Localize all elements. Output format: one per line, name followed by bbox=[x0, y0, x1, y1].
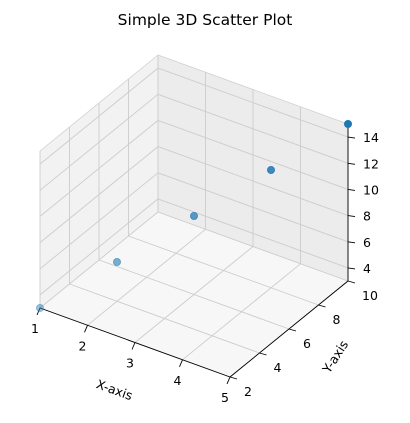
data-point bbox=[343, 120, 352, 129]
x-tick-label: 5 bbox=[221, 390, 229, 405]
x-tick-mark bbox=[84, 325, 88, 333]
z-tick-mark bbox=[347, 267, 356, 270]
gridline-z-left bbox=[39, 198, 159, 296]
chart-title: Simple 3D Scatter Plot bbox=[118, 11, 293, 29]
x-tick-mark bbox=[131, 342, 136, 350]
gridline-z-left bbox=[39, 146, 159, 243]
gridline-z-back bbox=[157, 93, 349, 164]
z-tick-mark bbox=[347, 241, 356, 244]
x-axis-label: X-axis bbox=[94, 376, 134, 403]
z-tick-mark bbox=[347, 136, 356, 139]
gridline-z-back bbox=[157, 67, 349, 138]
y-tick-mark bbox=[318, 304, 326, 308]
pane-edge bbox=[157, 54, 349, 125]
pane-edge bbox=[39, 54, 159, 152]
x-tick-label: 1 bbox=[31, 321, 39, 336]
data-point bbox=[113, 257, 122, 266]
gridline-y-floor bbox=[69, 283, 260, 354]
x-tick-mark bbox=[36, 307, 41, 316]
z-tick-label: 10 bbox=[363, 182, 379, 197]
y-tick-label: 4 bbox=[274, 360, 282, 375]
gridline-z-left bbox=[39, 67, 159, 165]
y-tick-label: 6 bbox=[303, 336, 311, 351]
x-tick-label: 2 bbox=[79, 338, 87, 353]
y-tick-mark bbox=[288, 328, 297, 332]
z-tick-mark bbox=[347, 162, 356, 165]
data-point bbox=[189, 211, 198, 220]
z-tick-label: 8 bbox=[363, 209, 371, 224]
gridline-z-left bbox=[39, 172, 159, 270]
gridline-y-floor bbox=[128, 235, 319, 306]
gridline-z-back bbox=[157, 146, 349, 217]
z-tick-mark bbox=[347, 188, 356, 191]
x-tick-label: 4 bbox=[174, 373, 182, 388]
y-tick-label: 10 bbox=[362, 288, 378, 303]
z-tick-mark bbox=[347, 215, 356, 218]
z-tick-label: 14 bbox=[363, 130, 379, 145]
gridline-z-back bbox=[157, 198, 349, 269]
y-axis-label: Y-axis bbox=[319, 337, 352, 376]
z-tick-label: 4 bbox=[363, 261, 371, 276]
gridline-z-back bbox=[157, 172, 349, 243]
y-tick-mark bbox=[347, 280, 356, 284]
gridline-z-left bbox=[39, 93, 159, 191]
gridline-z-back bbox=[157, 119, 349, 190]
data-point bbox=[36, 303, 45, 312]
x-tick-mark bbox=[179, 359, 183, 367]
y-tick-mark bbox=[259, 352, 267, 356]
x-tick-mark bbox=[226, 376, 231, 385]
x-tick-label: 3 bbox=[126, 356, 134, 371]
y-tick-mark bbox=[229, 376, 238, 380]
data-points bbox=[36, 120, 352, 312]
tick-marks bbox=[36, 136, 356, 385]
gridline-y-floor bbox=[157, 211, 349, 282]
y-tick-label: 2 bbox=[244, 384, 252, 399]
gridline-y-floor bbox=[98, 259, 290, 330]
gridline-z-left bbox=[39, 120, 159, 217]
z-tick-label: 6 bbox=[363, 235, 371, 250]
data-point bbox=[266, 165, 275, 174]
z-tick-label: 12 bbox=[363, 156, 379, 171]
y-tick-label: 8 bbox=[333, 312, 341, 327]
